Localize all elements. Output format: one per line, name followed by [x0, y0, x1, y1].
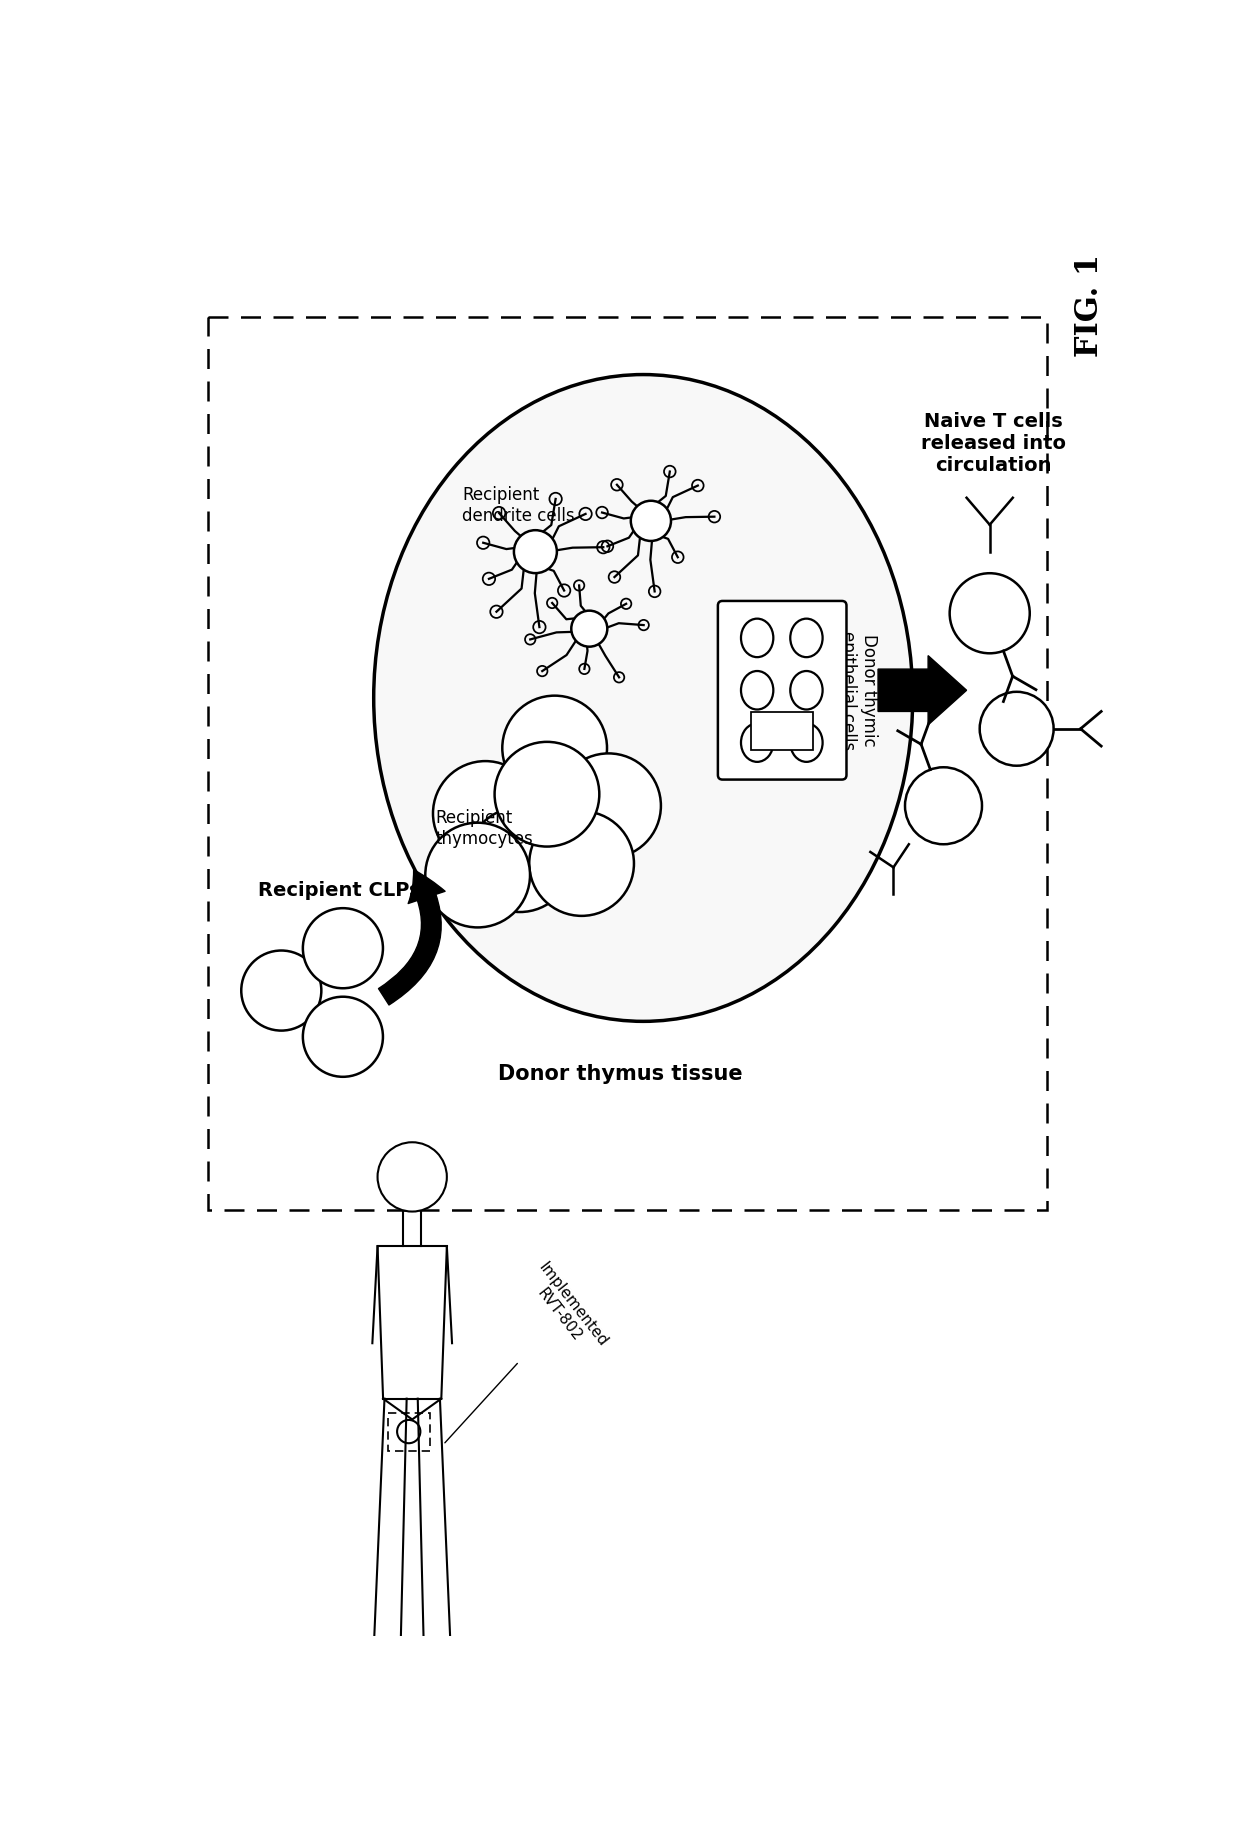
Circle shape [242, 950, 321, 1031]
FancyBboxPatch shape [751, 711, 812, 750]
Circle shape [303, 996, 383, 1077]
Circle shape [557, 754, 661, 858]
Bar [208, 316, 1048, 1209]
Circle shape [572, 610, 608, 647]
Text: Implemented
RVT-802: Implemented RVT-802 [445, 1259, 610, 1443]
Text: Donor thymic
epithelial cells: Donor thymic epithelial cells [839, 630, 878, 750]
Circle shape [513, 529, 557, 573]
Circle shape [950, 573, 1029, 652]
Circle shape [980, 691, 1054, 766]
Circle shape [377, 1141, 446, 1211]
Circle shape [495, 743, 599, 847]
Circle shape [631, 500, 671, 540]
Circle shape [502, 695, 608, 800]
Bar [388, 1413, 429, 1450]
Ellipse shape [373, 375, 913, 1022]
FancyBboxPatch shape [718, 601, 847, 779]
Text: Naive T cells
released into
circulation: Naive T cells released into circulation [921, 412, 1066, 474]
Text: Recipient
thymocytes: Recipient thymocytes [435, 809, 533, 849]
Circle shape [303, 908, 383, 989]
Text: Recipient
dendrite cells: Recipient dendrite cells [463, 485, 575, 526]
Circle shape [467, 807, 573, 912]
FancyArrowPatch shape [378, 869, 445, 1005]
Text: FIG. 1: FIG. 1 [1074, 254, 1105, 357]
Text: Donor thymus tissue: Donor thymus tissue [497, 1064, 743, 1084]
Text: Recipient CLPs: Recipient CLPs [258, 880, 420, 901]
Circle shape [529, 811, 634, 915]
FancyArrow shape [878, 656, 967, 724]
Circle shape [433, 761, 538, 866]
Circle shape [905, 766, 982, 844]
Circle shape [425, 823, 529, 928]
